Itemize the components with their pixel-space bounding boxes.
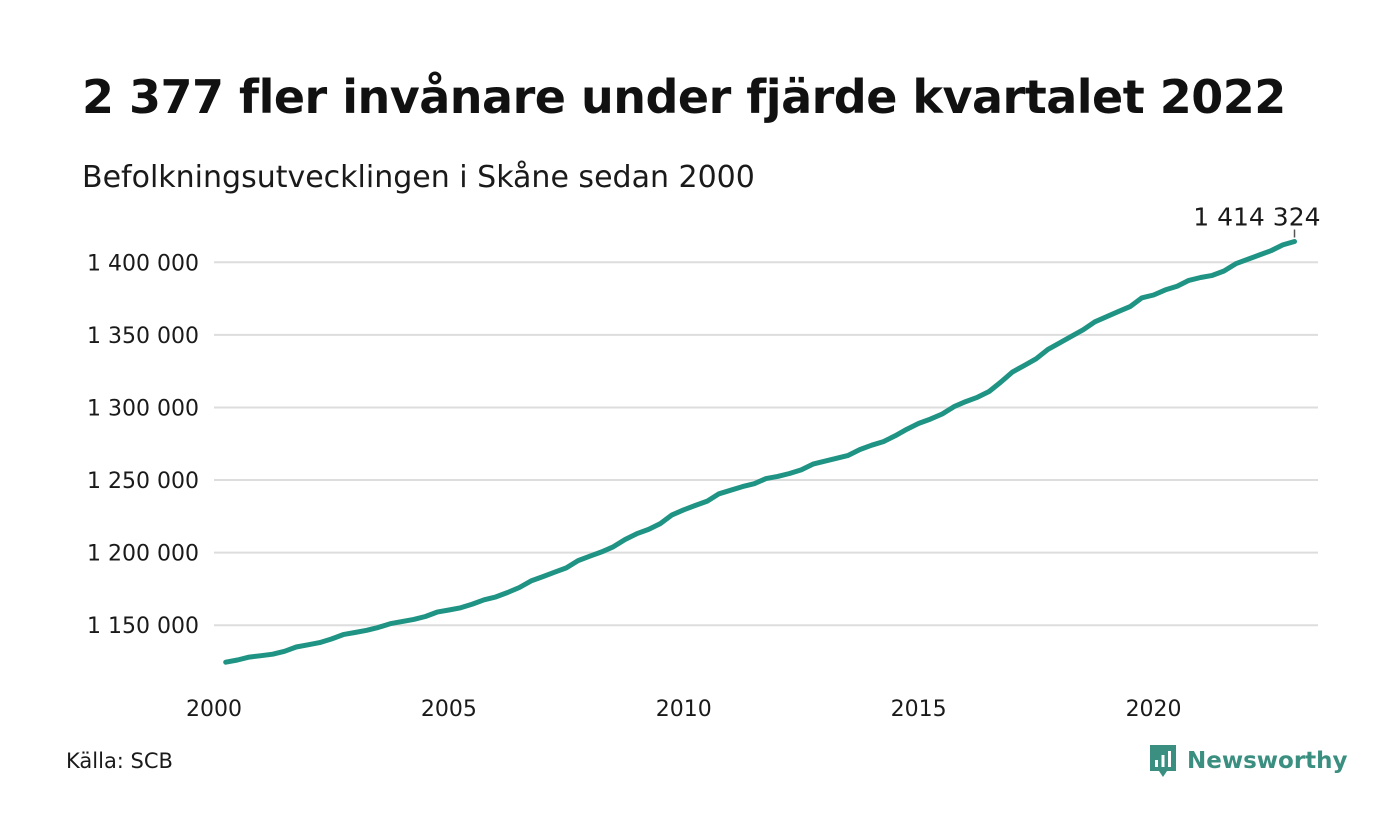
x-tick-label: 2010 — [656, 697, 712, 722]
x-tick-label: 2000 — [186, 697, 242, 722]
source-note: Källa: SCB — [66, 749, 173, 773]
annotations: 1 414 324 — [1193, 202, 1321, 238]
x-tick-label: 2020 — [1126, 697, 1182, 722]
newsworthy-logo-icon — [1150, 745, 1176, 777]
series-lines — [223, 239, 1297, 665]
chart-title: 2 377 fler invånare under fjärde kvartal… — [82, 70, 1286, 124]
x-tick-label: 2005 — [421, 697, 477, 722]
brand-name: Newsworthy — [1187, 748, 1348, 774]
y-tick-labels: 1 150 000 1 200 000 1 250 000 1 300 000 1 35… — [87, 251, 199, 639]
end-value-label: 1 414 324 — [1193, 202, 1320, 231]
x-tick-labels: 2000 2005 2010 2015 2020 — [186, 697, 1182, 722]
y-tick-label: 1 150 000 — [87, 614, 199, 639]
chart-subtitle: Befolkningsutvecklingen i Skåne sedan 20… — [82, 160, 755, 195]
y-tick-label: 1 350 000 — [87, 324, 199, 349]
y-tick-label: 1 400 000 — [87, 251, 199, 276]
gridlines — [214, 261, 1318, 627]
y-tick-label: 1 250 000 — [87, 469, 199, 494]
series-line — [223, 239, 1297, 665]
y-tick-label: 1 200 000 — [87, 542, 199, 567]
x-tick-label: 2015 — [891, 697, 947, 722]
brand-logo: Newsworthy — [1148, 743, 1348, 779]
y-tick-label: 1 300 000 — [87, 396, 199, 421]
